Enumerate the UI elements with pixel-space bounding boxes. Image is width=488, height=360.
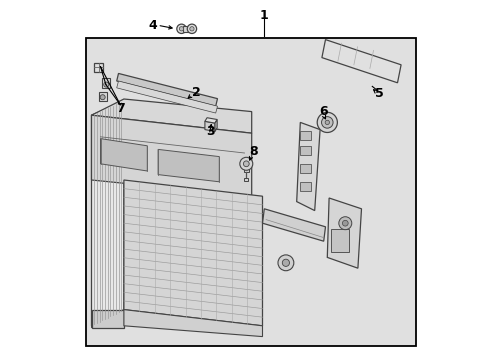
Text: 6: 6	[319, 105, 327, 118]
Circle shape	[282, 259, 289, 266]
Polygon shape	[158, 149, 219, 182]
Circle shape	[325, 120, 329, 125]
Circle shape	[317, 112, 337, 132]
Bar	[183, 26, 193, 32]
Polygon shape	[123, 310, 262, 337]
Polygon shape	[215, 120, 217, 131]
Text: 3: 3	[205, 125, 214, 138]
Text: 4: 4	[148, 19, 157, 32]
Polygon shape	[117, 81, 217, 113]
Circle shape	[342, 220, 347, 226]
Bar	[300, 182, 310, 191]
Text: 5: 5	[374, 87, 383, 100]
Bar	[330, 229, 348, 252]
Bar	[86, 38, 415, 346]
Bar	[244, 165, 248, 172]
Polygon shape	[326, 198, 361, 268]
Circle shape	[189, 27, 194, 31]
Circle shape	[239, 157, 252, 170]
Text: 1: 1	[260, 9, 268, 22]
Polygon shape	[321, 40, 400, 83]
Polygon shape	[101, 139, 147, 171]
Bar	[300, 164, 310, 173]
Bar	[94, 63, 103, 72]
Bar	[300, 146, 310, 155]
Circle shape	[100, 95, 105, 100]
Polygon shape	[91, 99, 251, 133]
Polygon shape	[296, 122, 320, 211]
Polygon shape	[204, 118, 217, 123]
Polygon shape	[262, 209, 325, 241]
Polygon shape	[117, 73, 217, 106]
Circle shape	[243, 161, 249, 167]
Bar	[300, 131, 310, 140]
Text: 8: 8	[249, 145, 257, 158]
Circle shape	[338, 217, 351, 230]
Polygon shape	[204, 121, 215, 131]
Polygon shape	[91, 310, 123, 328]
Circle shape	[179, 27, 183, 31]
Text: 7: 7	[116, 102, 124, 114]
Circle shape	[177, 24, 186, 33]
Polygon shape	[91, 115, 251, 196]
Circle shape	[187, 24, 196, 33]
Bar	[102, 78, 110, 88]
Circle shape	[277, 255, 293, 271]
Text: 2: 2	[191, 86, 200, 99]
Bar	[99, 92, 106, 101]
Polygon shape	[91, 310, 123, 328]
Polygon shape	[123, 180, 262, 326]
Polygon shape	[91, 101, 123, 326]
Circle shape	[321, 117, 332, 128]
Bar	[244, 178, 248, 181]
Circle shape	[103, 82, 108, 87]
